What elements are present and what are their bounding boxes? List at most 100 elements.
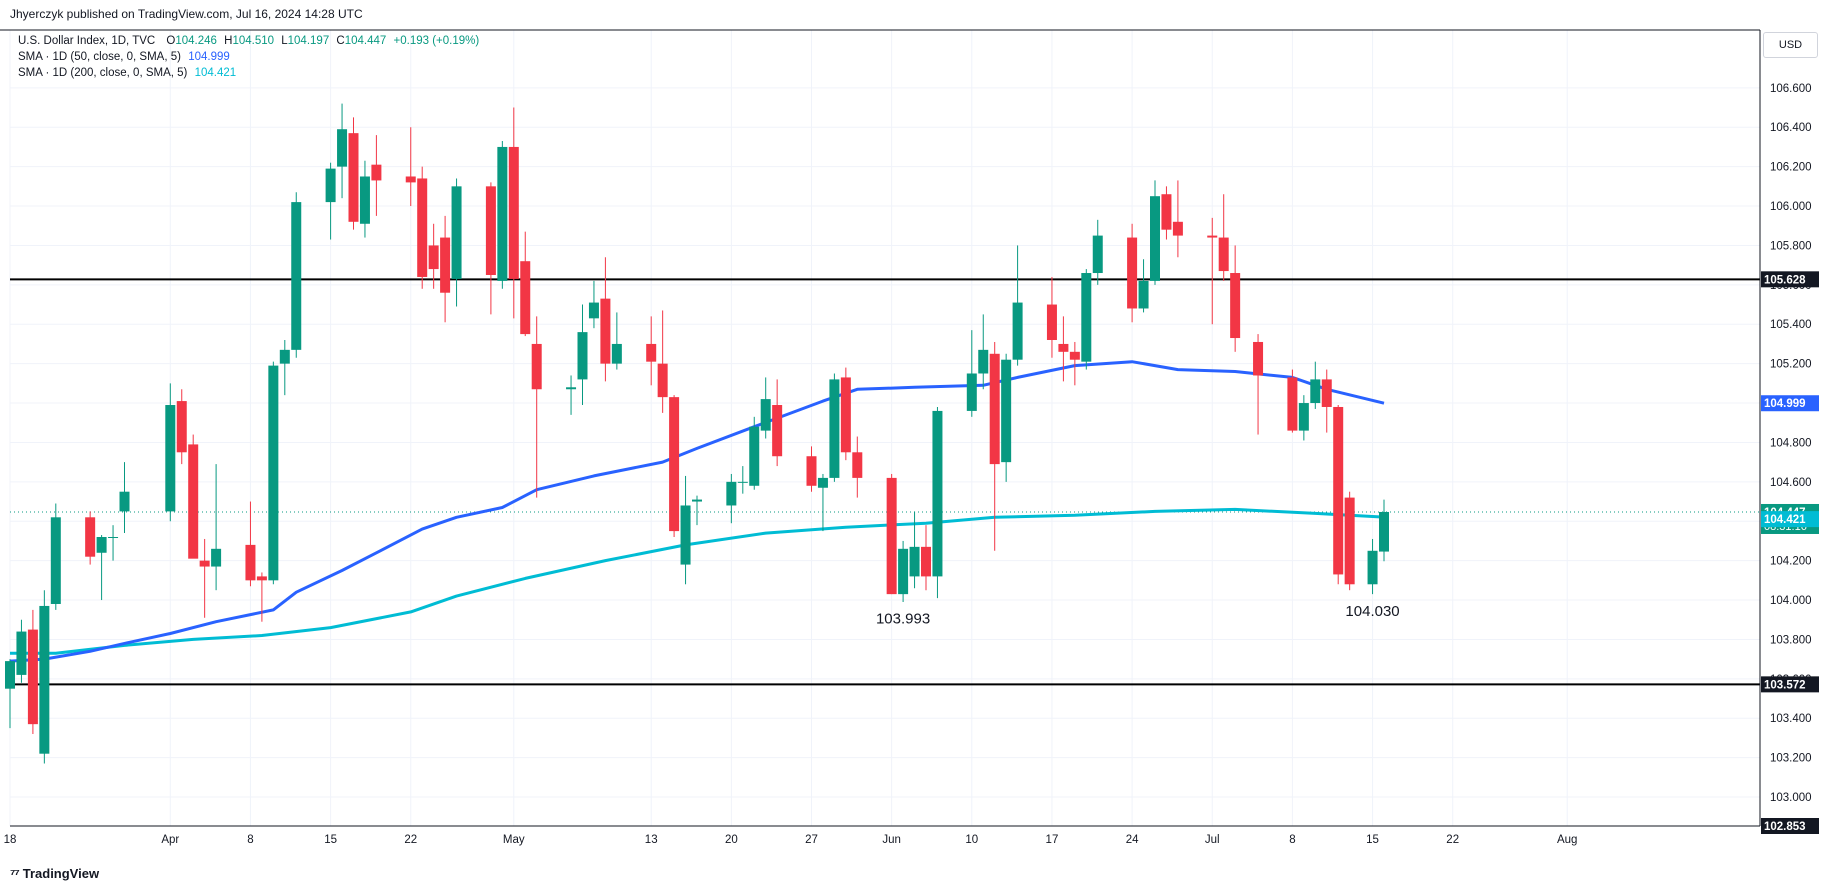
- candle[interactable]: [1046, 276, 1057, 358]
- candle[interactable]: [566, 375, 577, 415]
- candle[interactable]: [886, 473, 897, 595]
- candle[interactable]: [1069, 341, 1080, 386]
- candle[interactable]: [921, 525, 931, 591]
- candle[interactable]: [1344, 491, 1355, 591]
- candle[interactable]: [359, 160, 370, 238]
- candle[interactable]: [806, 446, 817, 492]
- candle[interactable]: [1058, 316, 1069, 382]
- candle[interactable]: [588, 280, 599, 329]
- candle[interactable]: [611, 312, 622, 370]
- candle[interactable]: [16, 619, 27, 683]
- candle[interactable]: [405, 127, 416, 207]
- candle[interactable]: [428, 223, 439, 289]
- candle[interactable]: [737, 466, 748, 494]
- candle[interactable]: [497, 141, 508, 289]
- candle[interactable]: [508, 107, 519, 319]
- candle[interactable]: [337, 103, 348, 199]
- candle[interactable]: [726, 473, 737, 524]
- candle[interactable]: [211, 464, 222, 591]
- candle[interactable]: [829, 373, 840, 482]
- candle[interactable]: [1138, 259, 1149, 313]
- candle[interactable]: [1379, 499, 1389, 562]
- candle[interactable]: [966, 330, 977, 417]
- candle[interactable]: [199, 538, 210, 618]
- candle[interactable]: [898, 540, 909, 603]
- candle[interactable]: [817, 473, 828, 532]
- candle[interactable]: [165, 383, 176, 522]
- candle[interactable]: [1230, 245, 1241, 352]
- candle[interactable]: [1310, 361, 1321, 409]
- candle[interactable]: [840, 367, 851, 461]
- candle[interactable]: [1172, 180, 1183, 258]
- candle[interactable]: [680, 475, 691, 585]
- candle[interactable]: [989, 341, 1000, 551]
- candle[interactable]: [1367, 538, 1378, 595]
- sma200-line[interactable]: [10, 507, 1385, 655]
- candle[interactable]: [291, 192, 302, 358]
- candle[interactable]: [692, 495, 702, 526]
- candle[interactable]: [119, 462, 130, 534]
- candle[interactable]: [978, 314, 989, 390]
- candle[interactable]: [1207, 217, 1218, 325]
- candle[interactable]: [520, 231, 531, 337]
- candle[interactable]: [760, 377, 771, 439]
- sma50-line[interactable]: [9, 360, 1385, 663]
- candle[interactable]: [577, 304, 588, 406]
- candle[interactable]: [5, 659, 15, 729]
- candle[interactable]: [1001, 353, 1012, 482]
- candle[interactable]: [188, 434, 199, 559]
- price-label-line: 102.853: [1761, 818, 1819, 834]
- candle[interactable]: [27, 609, 38, 735]
- candle[interactable]: [371, 135, 382, 216]
- candle[interactable]: [245, 501, 256, 587]
- candle[interactable]: [85, 511, 96, 565]
- candle[interactable]: [1333, 405, 1344, 585]
- candle[interactable]: [279, 340, 290, 396]
- candle[interactable]: [1092, 219, 1103, 285]
- tradingview-brand[interactable]: ⁷⁷ TradingView: [10, 866, 99, 881]
- candle[interactable]: [646, 316, 657, 386]
- candle-body: [405, 176, 416, 183]
- candle[interactable]: [749, 416, 760, 490]
- legend-sma200[interactable]: SMA · 1D (200, close, 0, SMA, 5) 104.421: [18, 67, 236, 79]
- candle-body: [1253, 341, 1264, 376]
- candle[interactable]: [1218, 194, 1229, 281]
- candle[interactable]: [485, 182, 496, 315]
- candle[interactable]: [1150, 180, 1160, 285]
- candle-body: [279, 349, 290, 364]
- candle[interactable]: [1321, 369, 1332, 433]
- candle[interactable]: [268, 361, 279, 585]
- legend-sma50[interactable]: SMA · 1D (50, close, 0, SMA, 5) 104.999: [18, 51, 230, 63]
- candle[interactable]: [108, 525, 119, 561]
- candle[interactable]: [96, 535, 107, 601]
- candle[interactable]: [1127, 223, 1138, 323]
- candle[interactable]: [1161, 186, 1172, 240]
- candle[interactable]: [1012, 245, 1023, 366]
- candle[interactable]: [600, 257, 611, 382]
- candle[interactable]: [669, 395, 680, 538]
- candle[interactable]: [1298, 395, 1309, 441]
- candle[interactable]: [772, 379, 783, 467]
- candle[interactable]: [417, 166, 428, 289]
- candle[interactable]: [1287, 369, 1298, 433]
- candle[interactable]: [325, 162, 336, 240]
- candle[interactable]: [909, 511, 920, 589]
- candle[interactable]: [932, 406, 943, 599]
- candle[interactable]: [39, 590, 50, 764]
- candle[interactable]: [348, 117, 359, 230]
- currency-button[interactable]: USD: [1763, 32, 1818, 58]
- candle[interactable]: [852, 436, 863, 498]
- candle[interactable]: [440, 215, 451, 323]
- candle[interactable]: [1253, 334, 1264, 435]
- candle-body: [726, 481, 737, 506]
- candle[interactable]: [531, 316, 542, 498]
- candle[interactable]: [657, 310, 668, 413]
- candle[interactable]: [256, 572, 267, 622]
- candle[interactable]: [1081, 269, 1092, 370]
- candle-body: [485, 186, 496, 275]
- candle[interactable]: [176, 389, 187, 465]
- legend-main[interactable]: U.S. Dollar Index, 1D, TVC O104.246 H104…: [18, 35, 479, 47]
- candle[interactable]: [451, 178, 462, 307]
- candle[interactable]: [50, 503, 61, 610]
